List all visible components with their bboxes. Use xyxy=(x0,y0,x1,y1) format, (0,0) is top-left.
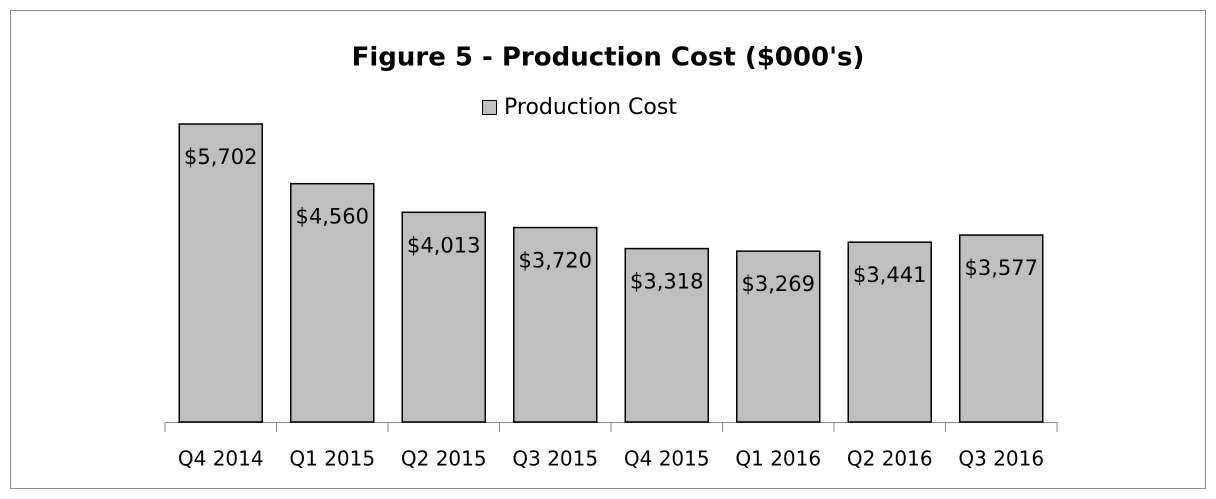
chart-title: Figure 5 - Production Cost ($000's) xyxy=(352,43,865,73)
x-tick-label: Q4 2014 xyxy=(178,447,264,471)
x-tick-label: Q4 2015 xyxy=(624,447,710,471)
x-tick-label: Q3 2016 xyxy=(958,447,1044,471)
bar xyxy=(513,226,598,423)
data-label: $3,269 xyxy=(742,272,815,296)
data-label: $3,441 xyxy=(853,263,926,287)
x-tick-label: Q1 2016 xyxy=(735,447,821,471)
legend-swatch xyxy=(482,100,497,115)
legend-label: Production Cost xyxy=(504,95,677,120)
data-label: $5,702 xyxy=(184,145,257,169)
data-label: $3,720 xyxy=(519,249,592,273)
bar xyxy=(847,241,932,423)
x-tick-label: Q3 2015 xyxy=(512,447,598,471)
data-label: $3,318 xyxy=(630,270,703,294)
bar xyxy=(959,234,1044,423)
bar xyxy=(736,250,821,423)
x-tick-label: Q1 2015 xyxy=(289,447,375,471)
bar xyxy=(178,123,263,423)
x-tick-label: Q2 2015 xyxy=(401,447,487,471)
data-label: $3,577 xyxy=(965,256,1038,280)
data-label: $4,560 xyxy=(296,205,369,229)
bar xyxy=(401,211,486,423)
data-label: $4,013 xyxy=(407,233,480,257)
x-tick-label: Q2 2016 xyxy=(847,447,933,471)
bar xyxy=(290,182,375,423)
bar xyxy=(624,247,709,423)
